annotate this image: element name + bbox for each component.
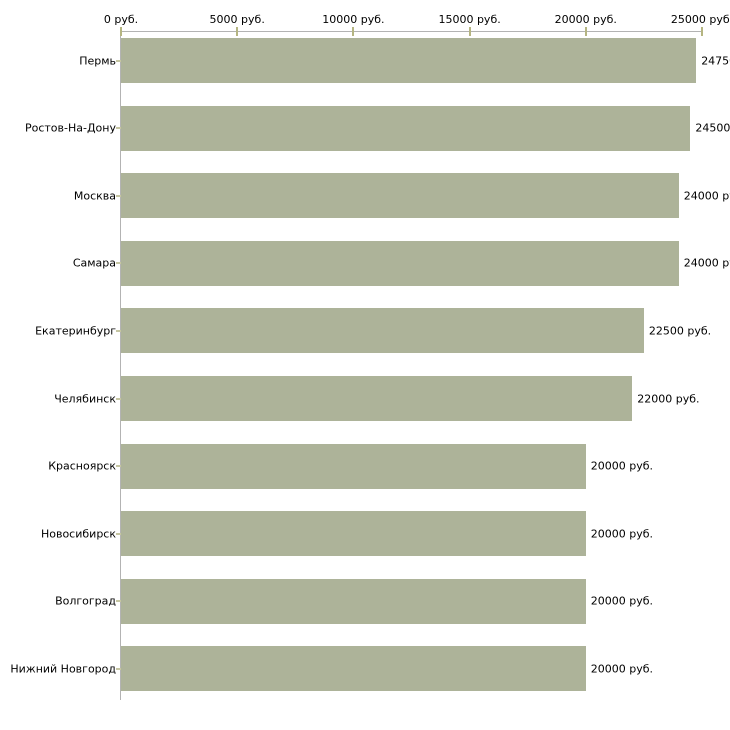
bar [121, 173, 679, 219]
category-label: Пермь [79, 54, 116, 67]
y-tick-mark [116, 329, 121, 332]
category-label: Новосибирск [40, 527, 116, 541]
x-tick-label: 15000 руб. [438, 13, 501, 26]
x-tick-mark [236, 27, 239, 36]
y-tick-mark [116, 667, 121, 670]
y-tick-mark [116, 465, 121, 468]
x-tick-label: 5000 руб. [209, 13, 265, 26]
x-tick-label: 25000 руб. [670, 13, 730, 26]
bar [121, 308, 644, 354]
value-label: 20000 руб. [590, 459, 654, 473]
y-tick-mark [116, 532, 121, 535]
category-label: Красноярск [48, 459, 116, 473]
bar [121, 105, 691, 151]
bar [121, 240, 679, 286]
value-label: 24000 руб. [683, 189, 730, 203]
bar [121, 376, 633, 421]
category-label: Волгоград [55, 594, 116, 608]
category-label: Екатеринбург [35, 324, 116, 338]
value-label: 20000 руб. [590, 662, 654, 676]
bar [121, 578, 586, 624]
x-tick-mark [584, 27, 587, 36]
y-tick-mark [116, 600, 121, 603]
x-tick-label: 10000 руб. [322, 13, 385, 26]
bar [121, 443, 586, 489]
category-label: Ростов-На-Дону [24, 121, 116, 135]
value-label: 24000 руб. [683, 256, 730, 270]
value-label: 24750 руб. [701, 54, 730, 67]
y-tick-mark [116, 397, 121, 400]
x-tick-label: 0 руб. [103, 13, 139, 26]
x-tick-mark [352, 27, 355, 36]
bar [121, 38, 697, 83]
category-label: Нижний Новгород [10, 662, 116, 676]
value-label: 22000 руб. [637, 392, 700, 405]
category-label: Челябинск [54, 392, 116, 405]
y-tick-mark [116, 262, 121, 265]
y-tick-mark [116, 194, 121, 197]
value-label: 20000 руб. [590, 527, 654, 541]
x-axis-line [121, 31, 702, 32]
x-tick-mark [701, 27, 703, 36]
value-label: 24500 руб. [695, 121, 730, 135]
y-tick-mark [116, 59, 121, 62]
category-label: Самара [72, 256, 116, 270]
bar [121, 511, 586, 557]
x-tick-mark [468, 27, 471, 36]
category-label: Москва [73, 189, 116, 203]
value-label: 22500 руб. [648, 324, 712, 338]
bar [121, 646, 586, 692]
x-tick-mark [120, 27, 122, 36]
y-tick-mark [116, 127, 121, 130]
y-axis-line [120, 31, 121, 700]
x-tick-label: 20000 руб. [554, 13, 617, 26]
value-label: 20000 руб. [590, 594, 654, 608]
